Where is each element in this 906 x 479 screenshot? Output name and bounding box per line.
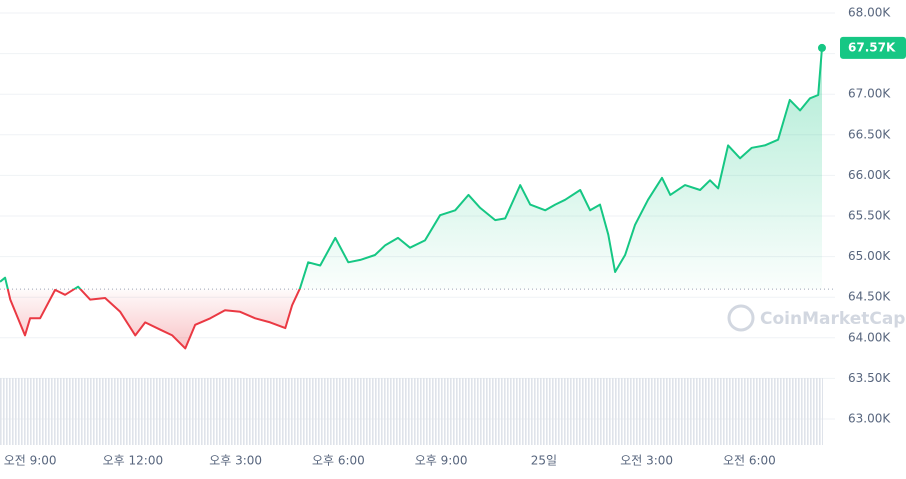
area-down — [0, 289, 822, 349]
y-tick-label: 65.00K — [848, 249, 891, 263]
x-tick-label: 오후 9:00 — [415, 454, 468, 468]
y-tick-label: 65.50K — [848, 209, 891, 223]
x-tick-label: 오후 12:00 — [103, 454, 163, 468]
y-tick-label: 66.50K — [848, 127, 891, 141]
y-tick-label: 63.00K — [848, 412, 891, 426]
last-point — [817, 43, 826, 52]
volume-band — [0, 378, 823, 445]
watermark: CoinMarketCap — [727, 304, 905, 332]
x-tick-label: 오후 3:00 — [209, 454, 262, 468]
y-tick-label: 68.00K — [848, 5, 891, 19]
last-label: 67.57K — [848, 40, 896, 54]
x-tick-label: 오전 9:00 — [4, 454, 57, 468]
y-tick-label: 63.50K — [848, 371, 891, 385]
y-tick-label: 64.50K — [848, 290, 891, 304]
x-tick-label: 오후 6:00 — [312, 454, 365, 468]
x-tick-label: 오전 3:00 — [620, 454, 673, 468]
last-label-bg — [840, 36, 906, 59]
y-tick-label: 66.00K — [848, 168, 891, 182]
x-tick-label: 오전 6:00 — [723, 454, 776, 468]
y-tick-label: 67.00K — [848, 87, 891, 101]
y-tick-label: 64.00K — [848, 330, 891, 344]
x-tick-label: 25일 — [531, 454, 557, 468]
price-line — [0, 47, 823, 350]
area-up — [0, 47, 822, 290]
watermark-text: CoinMarketCap — [760, 309, 905, 329]
